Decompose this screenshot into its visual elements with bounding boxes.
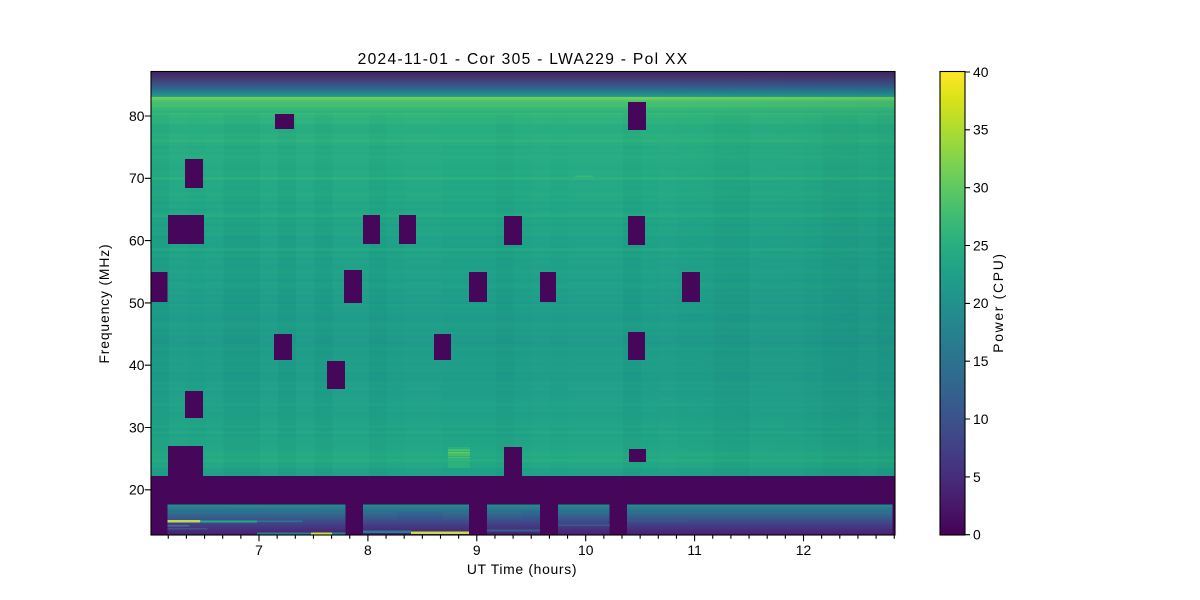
svg-text:30: 30	[129, 419, 145, 435]
svg-text:12: 12	[796, 542, 812, 558]
svg-text:70: 70	[129, 170, 145, 186]
svg-text:8: 8	[364, 542, 372, 558]
svg-text:40: 40	[129, 357, 145, 373]
svg-text:9: 9	[473, 542, 481, 558]
svg-text:Power (CPU): Power (CPU)	[990, 252, 1006, 353]
svg-text:UT Time (hours): UT Time (hours)	[467, 561, 577, 577]
svg-text:10: 10	[578, 542, 594, 558]
svg-text:Frequency (MHz): Frequency (MHz)	[96, 243, 112, 363]
svg-text:25: 25	[973, 237, 989, 253]
svg-text:40: 40	[973, 64, 989, 80]
svg-text:7: 7	[255, 542, 263, 558]
svg-text:30: 30	[973, 180, 989, 196]
svg-text:11: 11	[687, 542, 702, 558]
svg-text:0: 0	[973, 527, 981, 543]
svg-text:10: 10	[973, 411, 989, 427]
svg-text:80: 80	[129, 108, 145, 124]
svg-text:20: 20	[129, 482, 145, 498]
svg-text:60: 60	[129, 233, 145, 249]
svg-text:15: 15	[973, 353, 989, 369]
svg-text:50: 50	[129, 295, 145, 311]
svg-text:5: 5	[973, 469, 981, 485]
svg-text:20: 20	[973, 295, 989, 311]
svg-text:2024-11-01 - Cor 305 - LWA229: 2024-11-01 - Cor 305 - LWA229 - Pol XX	[358, 51, 689, 68]
svg-text:35: 35	[973, 122, 989, 138]
